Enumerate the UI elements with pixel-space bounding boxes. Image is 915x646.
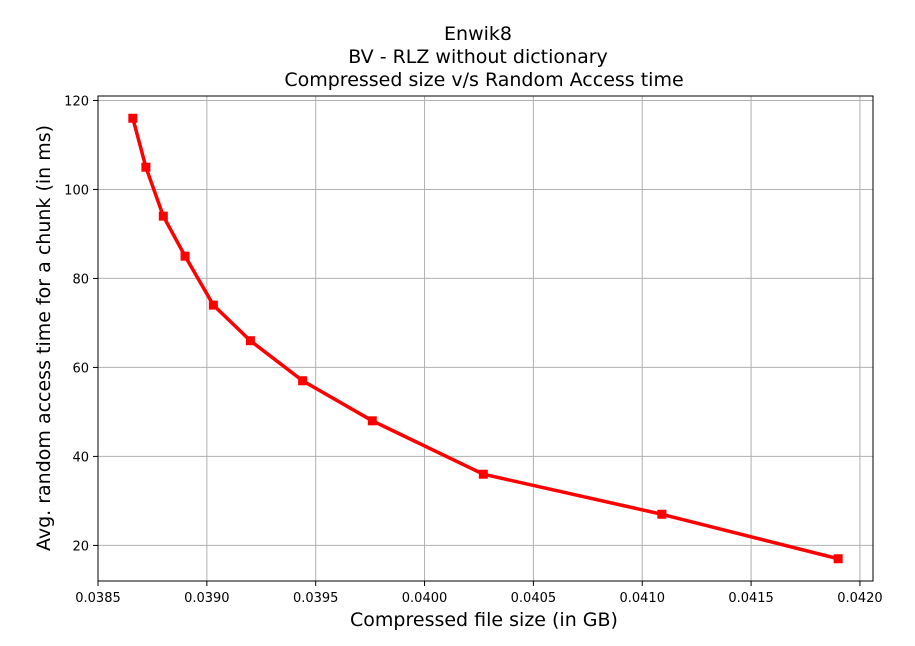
data-point — [141, 162, 151, 172]
y-tick-label: 80 — [72, 272, 89, 287]
x-tick-label: 0.0390 — [184, 591, 230, 606]
data-point — [158, 211, 168, 221]
plot-frame — [97, 95, 874, 582]
x-tick-label: 0.0420 — [837, 591, 883, 606]
data-point — [128, 113, 138, 123]
x-tick-label: 0.0405 — [511, 591, 557, 606]
chart-title: Enwik8 BV - RLZ without dictionary Compr… — [284, 23, 683, 91]
y-tick-label: 40 — [72, 450, 89, 465]
title-line-2: BV - RLZ without dictionary — [348, 46, 608, 68]
y-axis: 20 40 60 80 100 120 — [64, 94, 98, 554]
x-tick-label: 0.0410 — [619, 591, 665, 606]
y-tick-label: 120 — [64, 94, 89, 109]
data-point — [657, 509, 667, 519]
x-tick-label: 0.0395 — [293, 591, 339, 606]
data-point — [180, 251, 190, 261]
title-line-3: Compressed size v/s Random Access time — [284, 69, 683, 91]
x-axis-label: Compressed file size (in GB) — [350, 609, 618, 631]
series-line — [131, 116, 840, 561]
x-axis: 0.0385 0.0390 0.0395 0.0400 0.0405 0.0410 0.04… — [75, 581, 883, 606]
y-tick-label: 60 — [72, 361, 89, 376]
x-tick-label: 0.0400 — [402, 591, 448, 606]
data-point — [367, 416, 377, 426]
x-tick-label: 0.0415 — [728, 591, 774, 606]
data-point — [298, 376, 308, 386]
data-point — [245, 336, 255, 346]
x-tick-label: 0.0385 — [75, 591, 121, 606]
data-point — [208, 300, 218, 310]
y-tick-label: 20 — [72, 539, 89, 554]
title-line-1: Enwik8 — [444, 23, 512, 45]
data-point — [478, 469, 488, 479]
y-tick-label: 100 — [64, 183, 89, 198]
plot-series — [128, 113, 843, 564]
grid — [97, 96, 873, 581]
data-point — [833, 554, 843, 564]
y-axis-label: Avg. random access time for a chunk (in … — [33, 125, 55, 551]
